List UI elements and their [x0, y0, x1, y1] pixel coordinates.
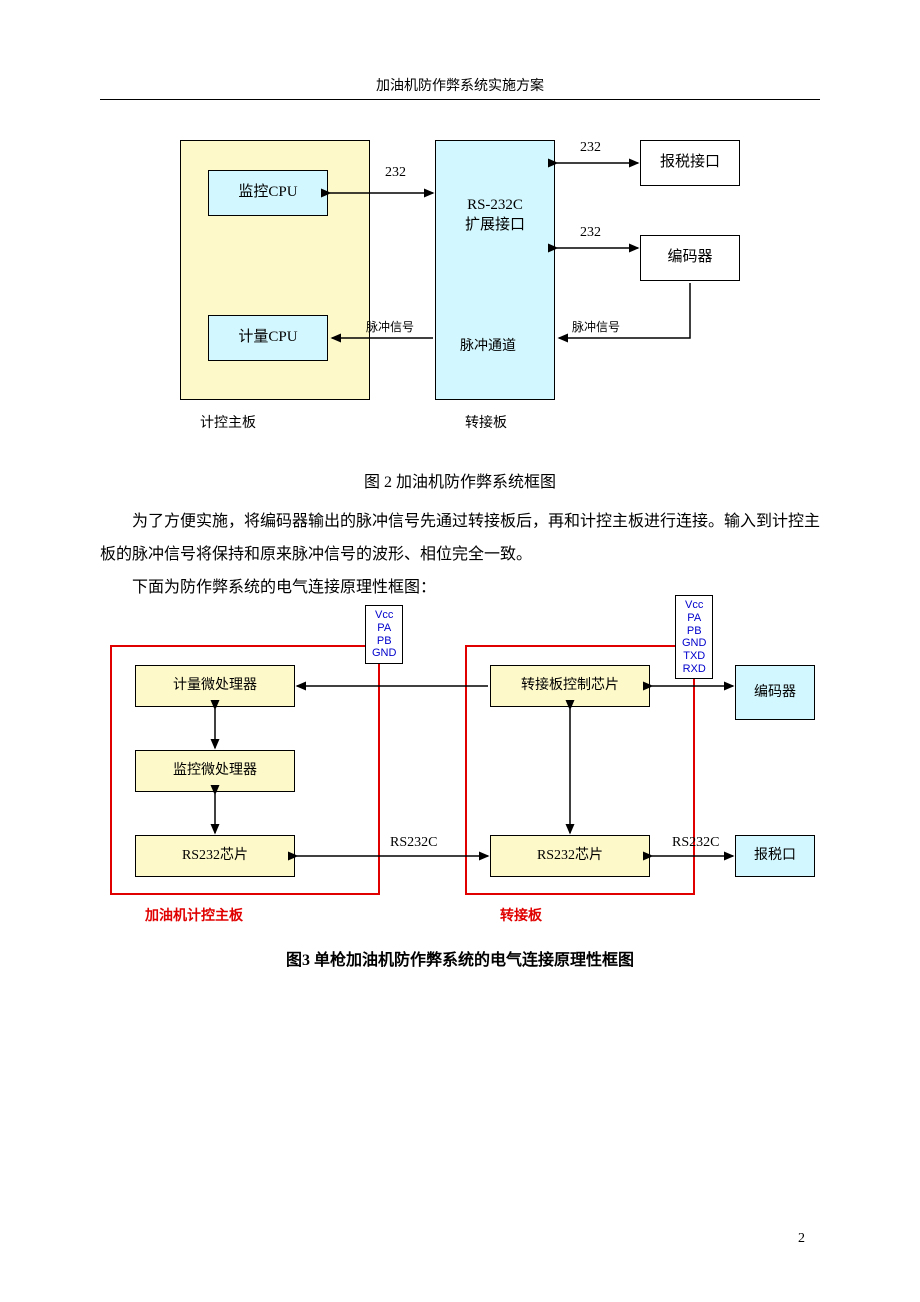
- tax-port-box-2: 报税口: [735, 835, 815, 877]
- rs232-chip-left-box: RS232芯片: [135, 835, 295, 877]
- figure-3-caption: 图3 单枪加油机防作弊系统的电气连接原理性框图: [100, 946, 820, 970]
- figure-2-diagram: 监控CPU 计量CPU 计控主板 RS-232C 扩展接口 脉冲通道 转接板 报…: [180, 140, 740, 440]
- monitor-mcu-box: 监控微处理器: [135, 750, 295, 792]
- rs232-ext-label: RS-232C 扩展接口: [465, 196, 525, 235]
- label-232-c: 232: [580, 225, 601, 241]
- pins-left-box: Vcc PA PB GND: [365, 605, 403, 664]
- label-pulse-2: 脉冲信号: [572, 318, 620, 335]
- label-pulse-1: 脉冲信号: [366, 318, 414, 335]
- rs232c-label-right: RS232C: [672, 835, 719, 851]
- rs232c-label-left: RS232C: [390, 835, 437, 851]
- figure-2-caption: 图 2 加油机防作弊系统框图: [100, 468, 820, 492]
- page-number: 2: [798, 1231, 805, 1247]
- pins-right-box: Vcc PA PB GND TXD RXD: [675, 595, 713, 679]
- left-panel-label: 计控主板: [200, 412, 256, 432]
- encoder-box: 编码器: [640, 235, 740, 281]
- document-page: 加油机防作弊系统实施方案 监控CPU 计量CPU 计控主板 RS-232C 扩展…: [0, 0, 920, 1302]
- right-panel-red-label: 转接板: [500, 905, 542, 925]
- page-header: 加油机防作弊系统实施方案: [100, 75, 820, 100]
- adapter-chip-box: 转接板控制芯片: [490, 665, 650, 707]
- adapter-panel-box: RS-232C 扩展接口: [435, 140, 555, 400]
- paragraph-1: 为了方便实施，将编码器输出的脉冲信号先通过转接板后，再和计控主板进行连接。输入到…: [100, 506, 820, 572]
- label-232-b: 232: [580, 140, 601, 156]
- measure-mcu-box: 计量微处理器: [135, 665, 295, 707]
- adapter-panel-label: 转接板: [465, 412, 507, 432]
- figure-3-diagram: 计量微处理器 监控微处理器 RS232芯片 转接板控制芯片 RS232芯片 编码…: [100, 610, 820, 940]
- measure-cpu-box: 计量CPU: [208, 315, 328, 361]
- left-panel-red-label: 加油机计控主板: [145, 905, 243, 925]
- label-232-a: 232: [385, 165, 406, 181]
- tax-port-box: 报税接口: [640, 140, 740, 186]
- pulse-channel-label: 脉冲通道: [460, 335, 516, 355]
- monitor-cpu-box: 监控CPU: [208, 170, 328, 216]
- encoder-box-2: 编码器: [735, 665, 815, 720]
- rs232-chip-right-box: RS232芯片: [490, 835, 650, 877]
